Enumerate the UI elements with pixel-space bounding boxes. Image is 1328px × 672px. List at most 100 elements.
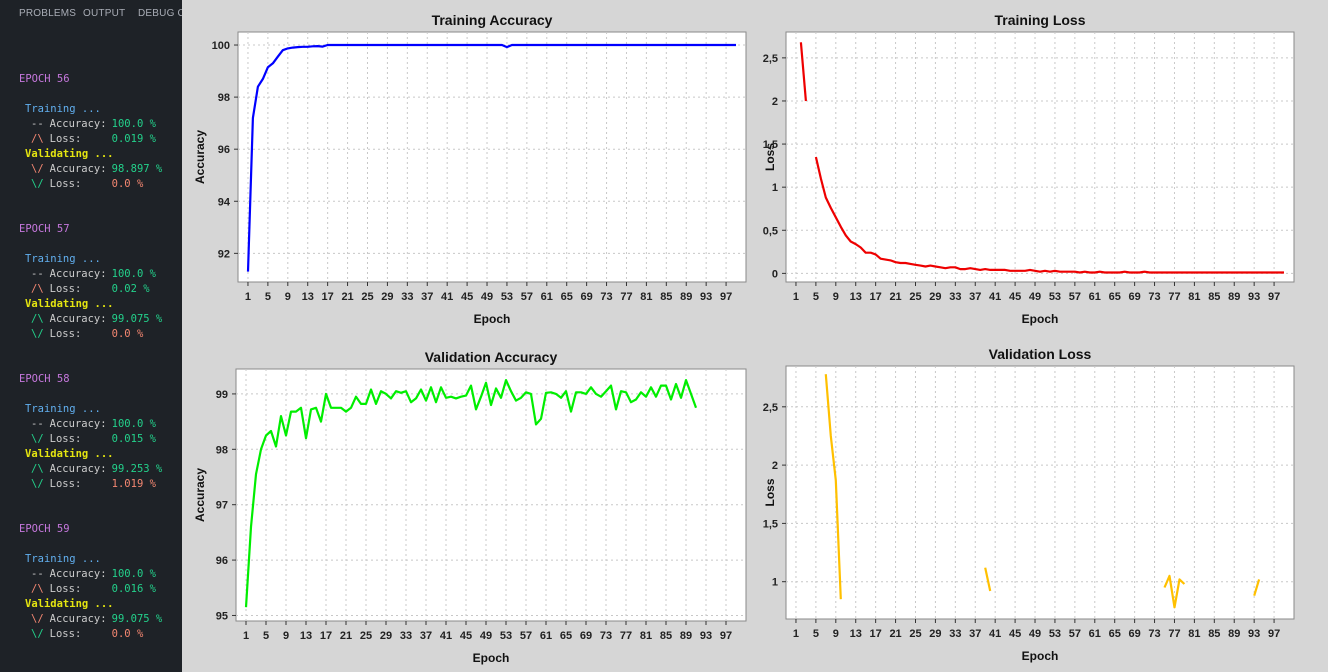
x-tick-label: 13 [850, 291, 862, 303]
metric-label: Loss: [49, 628, 82, 640]
terminal-line: \/ Loss: 1.019 % [31, 478, 156, 491]
y-axis-label: Accuracy [193, 468, 207, 522]
series-line [244, 379, 698, 608]
validating-label: Validating ... [25, 598, 114, 610]
terminal-line: \/ Loss: 0.0 % [31, 328, 143, 341]
metric-label: Accuracy: [49, 268, 107, 280]
trend-indicator: \/ [31, 328, 44, 340]
x-tick-label: 73 [1148, 628, 1160, 640]
x-tick-label: 1 [793, 291, 799, 303]
trend-indicator: -- [31, 268, 44, 280]
x-tick-label: 33 [949, 628, 961, 640]
charts-canvas: 1 5 9 13 17 21 25 29 33 37 41 45 49 53 57 61 65 69 73 77 81 8… [193, 12, 1295, 665]
x-tick-label: 5 [813, 291, 819, 303]
y-tick-label: 1,5 [763, 518, 778, 530]
trend-indicator: \/ [31, 628, 44, 640]
x-tick-label: 81 [1188, 291, 1200, 303]
x-tick-label: 53 [500, 630, 512, 642]
metric-value: 99.075 % [111, 313, 163, 325]
metric-value: 0.016 % [111, 583, 156, 595]
x-tick-label: 53 [1049, 291, 1061, 303]
x-tick-label: 97 [720, 630, 732, 642]
x-tick-label: 25 [909, 291, 921, 303]
y-tick-label: 100 [212, 40, 230, 52]
y-tick-label: 92 [218, 248, 230, 260]
x-tick-label: 61 [541, 291, 553, 303]
terminal-line: -- Accuracy: 100.0 % [31, 568, 156, 581]
x-axis-label: Epoch [473, 651, 510, 665]
x-tick-label: 41 [989, 291, 1001, 303]
x-tick-label: 57 [1069, 628, 1081, 640]
terminal-line: \/ Accuracy: 99.075 % [31, 613, 162, 626]
trend-indicator: -- [31, 118, 44, 130]
metric-label: Loss: [49, 433, 82, 445]
chart-train-acc: 1 5 9 13 17 21 25 29 33 37 41 45 49 53 57 61 65 69 73 77 81 8… [193, 12, 747, 326]
x-tick-label: 13 [850, 628, 862, 640]
y-tick-label: 1 [772, 577, 778, 589]
trend-indicator: -- [31, 568, 44, 580]
metric-value: 100.0 % [111, 418, 156, 430]
series-line [799, 42, 807, 102]
x-tick-label: 33 [400, 630, 412, 642]
y-axis-label: Loss [763, 143, 777, 171]
metric-value: 1.019 % [111, 478, 156, 490]
tab-output[interactable]: OUTPUT [83, 8, 126, 19]
x-tick-label: 53 [501, 291, 513, 303]
validating-label: Validating ... [25, 148, 114, 160]
x-tick-label: 61 [1089, 291, 1101, 303]
x-tick-label: 77 [1168, 628, 1180, 640]
terminal-line: EPOCH 58 [19, 373, 70, 386]
metric-label: Accuracy: [49, 118, 107, 130]
y-tick-label: 98 [216, 444, 228, 456]
x-tick-label: 45 [461, 291, 473, 303]
metric-label: Accuracy: [49, 163, 107, 175]
x-tick-label: 97 [1268, 628, 1280, 640]
terminal-line: \/ Loss: 0.0 % [31, 628, 143, 641]
metric-value: 99.253 % [111, 463, 163, 475]
x-tick-label: 89 [1228, 628, 1240, 640]
x-tick-label: 37 [421, 291, 433, 303]
terminal-line: \/ Loss: 0.0 % [31, 178, 143, 191]
terminal-line: /\ Loss: 0.019 % [31, 133, 156, 146]
x-tick-label: 65 [561, 291, 573, 303]
tab-problems[interactable]: PROBLEMS [19, 8, 77, 19]
metric-value: 0.019 % [111, 133, 156, 145]
metric-value: 0.015 % [111, 433, 156, 445]
x-tick-label: 65 [560, 630, 572, 642]
x-tick-label: 13 [300, 630, 312, 642]
tab-debug-console[interactable]: DEBUG CO [138, 8, 182, 19]
x-tick-label: 69 [581, 291, 593, 303]
x-tick-label: 85 [1208, 291, 1220, 303]
y-tick-label: 94 [218, 196, 231, 208]
terminal-line: Training ... [25, 553, 101, 566]
terminal-line: EPOCH 57 [19, 223, 70, 236]
terminal-line: -- Accuracy: 100.0 % [31, 418, 156, 431]
metric-label: Loss: [49, 328, 82, 340]
y-tick-label: 97 [216, 500, 228, 512]
y-tick-label: 2,5 [763, 402, 778, 414]
x-tick-label: 77 [1168, 291, 1180, 303]
trend-indicator: /\ [31, 283, 44, 295]
x-tick-label: 5 [813, 628, 819, 640]
plot-area [237, 31, 747, 283]
training-label: Training ... [25, 253, 101, 265]
x-tick-label: 93 [700, 291, 712, 303]
trend-indicator: \/ [31, 178, 44, 190]
trend-indicator: /\ [31, 583, 44, 595]
y-tick-label: 1,5 [763, 139, 778, 151]
x-tick-label: 41 [989, 628, 1001, 640]
terminal-line: EPOCH 59 [19, 523, 70, 536]
chart-train-loss: 1 5 9 13 17 21 25 29 33 37 41 45 49 53 57 61 65 69 73 77 81 8… [763, 12, 1295, 326]
x-tick-label: 89 [1228, 291, 1240, 303]
x-tick-label: 17 [322, 291, 334, 303]
x-tick-label: 85 [660, 630, 672, 642]
y-tick-label: 98 [218, 92, 230, 104]
trend-indicator: \/ [31, 163, 44, 175]
metric-label: Accuracy: [49, 313, 107, 325]
x-tick-label: 29 [380, 630, 392, 642]
terminal-line: Training ... [25, 103, 101, 116]
x-tick-label: 9 [285, 291, 291, 303]
metric-value: 99.075 % [111, 613, 163, 625]
y-axis-label: Accuracy [193, 130, 207, 184]
y-tick-label: 2 [772, 96, 778, 108]
